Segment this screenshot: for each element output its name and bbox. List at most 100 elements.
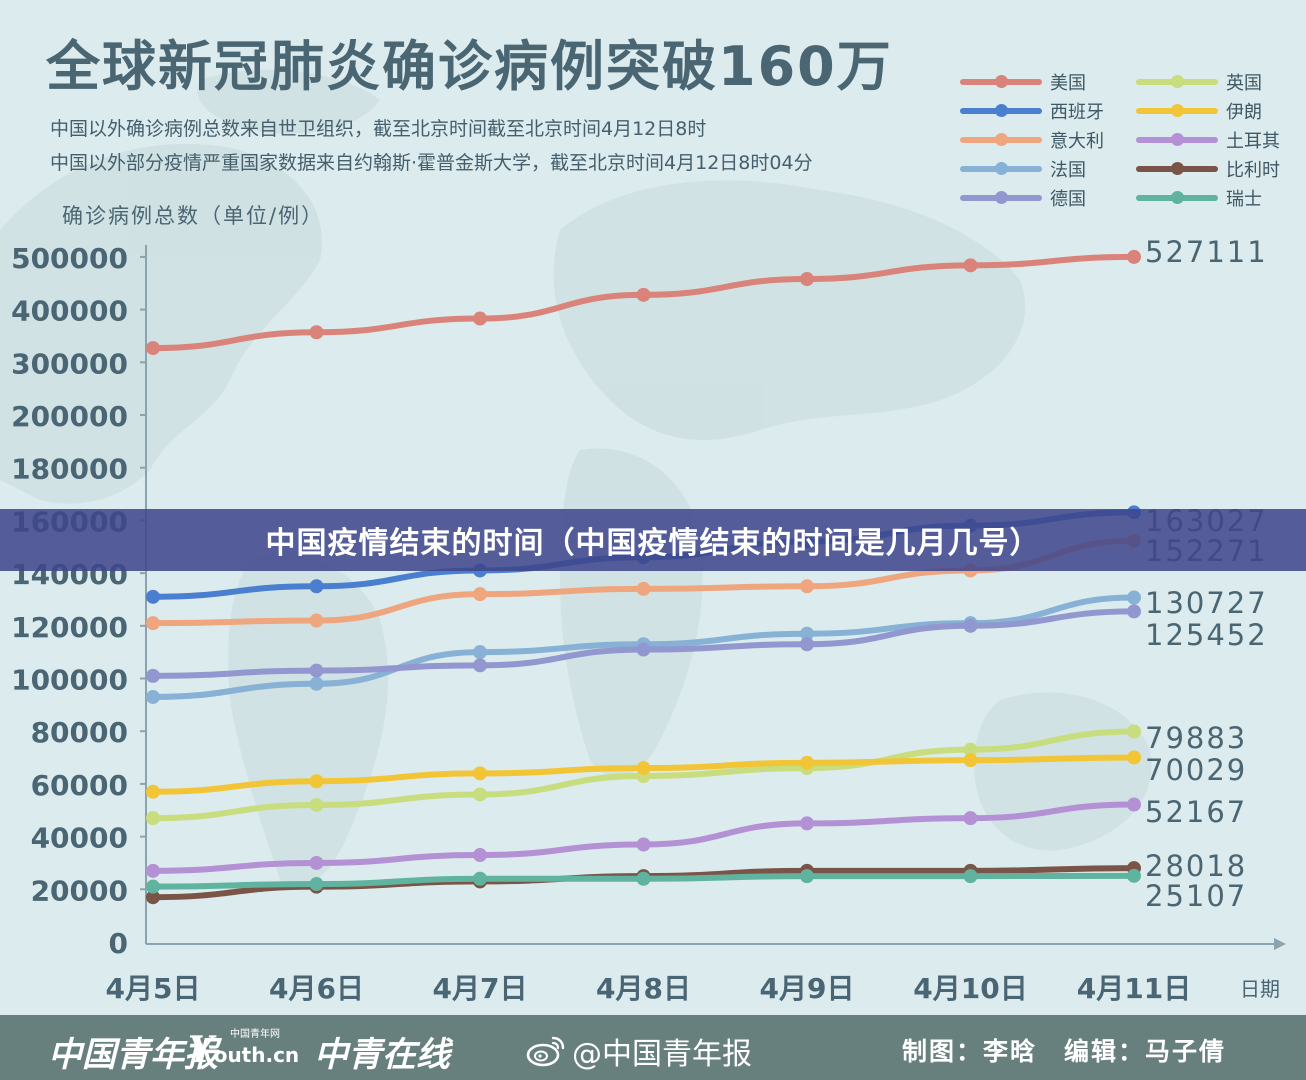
legend-dot <box>995 104 1008 117</box>
legend-label: 土耳其 <box>1226 131 1280 152</box>
legend-label: 比利时 <box>1226 160 1280 181</box>
x-tick-label: 4月6日 <box>269 972 364 1005</box>
data-label: 25107 <box>1145 879 1247 913</box>
data-point <box>636 287 651 302</box>
data-point <box>800 579 814 594</box>
legend-dot <box>995 133 1008 146</box>
legend-swatch <box>960 162 1042 175</box>
credits: 制图：李晗 编辑：马子倩 <box>902 1037 1227 1066</box>
series-line <box>150 253 1137 352</box>
data-label: 70029 <box>1145 753 1247 787</box>
data-point <box>800 816 814 831</box>
data-point <box>1127 750 1141 765</box>
legend-item: 瑞士 <box>1136 184 1262 212</box>
legend-dot <box>1171 133 1184 146</box>
x-tick-label: 4月8日 <box>596 972 691 1005</box>
y-tick-label: 80000 <box>31 716 128 749</box>
cyol-logo: 中青在线 <box>314 1035 450 1075</box>
y-tick-label: 60000 <box>31 769 128 802</box>
data-point <box>146 689 160 704</box>
weibo-handle[interactable]: @中国青年报 <box>526 1029 752 1073</box>
data-point <box>800 755 814 770</box>
data-point <box>1127 249 1141 264</box>
footer-bar: 中国青年报 中国青年网 Youth.cn 中青在线 @中国青年报 制图：李晗 编… <box>0 1015 1306 1080</box>
data-point <box>636 837 651 852</box>
legend-dot <box>1171 191 1184 204</box>
data-point <box>146 863 160 878</box>
line-chart: 0200004000060000800001000001200001400001… <box>11 235 1286 1005</box>
youth-cn-small-text: 中国青年网 <box>230 1029 280 1040</box>
y-tick-label: 500000 <box>11 242 128 275</box>
legend-label: 伊朗 <box>1226 102 1262 123</box>
data-point <box>473 645 487 660</box>
y-tick-label: 40000 <box>31 822 128 855</box>
data-point <box>309 676 324 691</box>
x-tick-label: 4月7日 <box>433 972 528 1005</box>
legend-swatch <box>960 75 1042 88</box>
data-point <box>146 616 160 631</box>
data-point <box>636 761 651 776</box>
x-tick-label: 4月11日 <box>1077 972 1191 1005</box>
data-point <box>963 258 978 273</box>
source-note-who: 中国以外确诊病例总数来自世卫组织，截至北京时间截至北京时间4月12日8时 <box>50 118 707 140</box>
data-point <box>473 848 487 863</box>
legend-swatch <box>1136 75 1218 88</box>
x-tick-label: 4月5日 <box>106 972 201 1005</box>
y-tick-label: 120000 <box>11 611 128 644</box>
data-point <box>963 811 978 826</box>
y-tick-label: 200000 <box>11 400 128 433</box>
data-label: 130727 <box>1145 586 1268 620</box>
legend-dot <box>1171 75 1184 88</box>
data-point <box>309 797 324 812</box>
legend-swatch <box>1136 104 1218 117</box>
data-point <box>473 871 487 886</box>
data-point <box>963 742 978 757</box>
data-point <box>146 879 160 894</box>
chart-title: 全球新冠肺炎确诊病例突破160万 <box>46 35 893 98</box>
data-point <box>800 272 814 287</box>
legend-item: 意大利 <box>960 126 1104 154</box>
data-point <box>1127 724 1141 739</box>
legend-label: 西班牙 <box>1050 102 1104 123</box>
legend-dot <box>995 191 1008 204</box>
data-point <box>146 890 160 905</box>
y-tick-label: 20000 <box>31 874 128 907</box>
legend-label: 英国 <box>1226 73 1262 94</box>
legend-swatch <box>960 191 1042 204</box>
data-point <box>309 579 324 594</box>
legend-swatch <box>960 133 1042 146</box>
data-point <box>473 658 487 673</box>
data-point <box>309 663 324 678</box>
y-tick-label: 400000 <box>11 295 128 328</box>
legend-item: 土耳其 <box>1136 126 1280 154</box>
data-point <box>963 618 978 633</box>
data-point <box>1127 604 1141 619</box>
data-point <box>1127 797 1141 812</box>
x-axis-arrow <box>1274 938 1286 950</box>
legend-item: 比利时 <box>1136 155 1280 183</box>
data-point <box>636 581 651 596</box>
legend-dot <box>995 162 1008 175</box>
legend-item: 法国 <box>960 155 1086 183</box>
data-point <box>146 811 160 826</box>
data-point <box>309 325 324 340</box>
x-tick-label: 4月10日 <box>913 972 1027 1005</box>
youth-cn-text: outh.cn <box>213 1043 300 1067</box>
data-label: 79883 <box>1145 721 1247 755</box>
legend-item: 德国 <box>960 184 1086 212</box>
source-note-jhu: 中国以外部分疫情严重国家数据来自约翰斯·霍普金斯大学，截至北京时间4月12日8时… <box>50 152 813 174</box>
y-tick-label: 300000 <box>11 347 128 380</box>
legend-swatch <box>960 104 1042 117</box>
data-label: 52167 <box>1145 795 1247 829</box>
data-point <box>146 589 160 604</box>
data-point <box>800 869 814 884</box>
legend-dot <box>1171 104 1184 117</box>
y-tick-label: 100000 <box>11 664 128 697</box>
legend-label: 意大利 <box>1050 131 1104 152</box>
youth-cn-initial: Y <box>188 1029 214 1071</box>
legend-item: 伊朗 <box>1136 97 1262 125</box>
legend-dot <box>995 75 1008 88</box>
data-point <box>636 871 651 886</box>
data-point <box>963 869 978 884</box>
data-label: 527111 <box>1145 235 1268 269</box>
